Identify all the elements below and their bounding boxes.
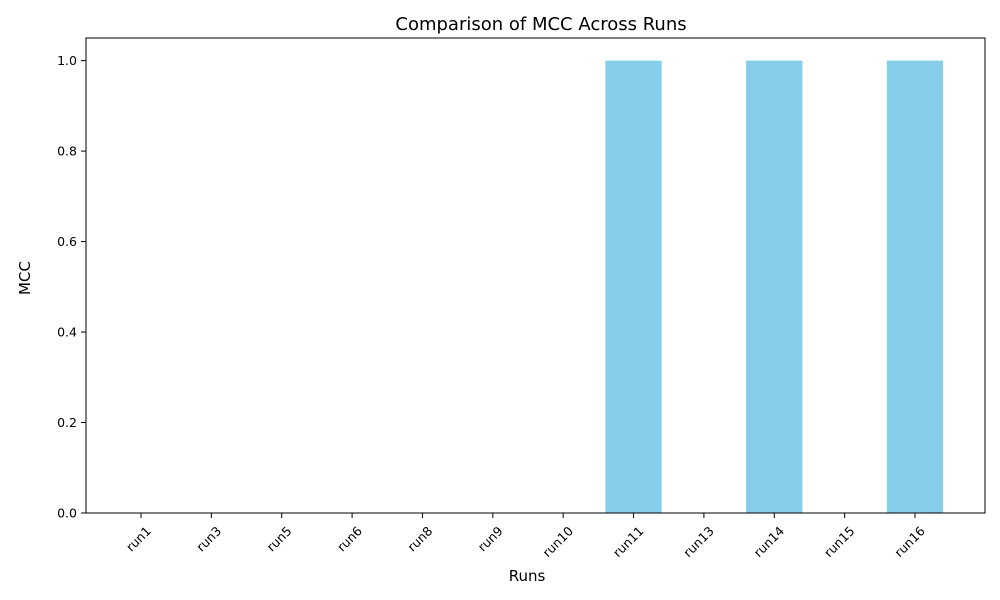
x-tick-label-run10: run10 <box>539 523 576 560</box>
x-tick-label-run3: run3 <box>193 523 224 554</box>
x-tick-label-run14: run14 <box>750 523 787 560</box>
y-tick-label: 1.0 <box>57 53 77 68</box>
plot-frame <box>85 37 986 514</box>
y-tick-label: 0.4 <box>57 325 77 340</box>
bars-group <box>605 60 944 514</box>
x-tick-label-run11: run11 <box>610 523 647 560</box>
x-axis-label: Runs <box>509 567 546 585</box>
bar-run14 <box>746 60 803 514</box>
y-axis-label: MCC <box>16 261 34 295</box>
x-tick-label-run6: run6 <box>334 523 365 554</box>
x-tick-label-run15: run15 <box>821 523 858 560</box>
x-axis: run1 run3 run5 run6 run8 run9 run10 run11 run13 r… <box>123 513 928 560</box>
x-tick-label-run8: run8 <box>404 523 435 554</box>
y-tick-label: 0.2 <box>57 415 77 430</box>
y-axis: 0.0 0.2 0.4 0.6 0.8 1.0 <box>57 53 86 521</box>
bar-run16 <box>886 60 944 514</box>
x-tick-label-run5: run5 <box>264 523 295 554</box>
y-tick-label: 0.0 <box>57 506 77 521</box>
bar-run11 <box>605 60 662 514</box>
x-tick-label-run1: run1 <box>123 523 154 554</box>
y-tick-label: 0.6 <box>57 234 77 249</box>
x-tick-label-run16: run16 <box>891 523 928 560</box>
chart-title: Comparison of MCC Across Runs <box>395 14 686 35</box>
x-tick-label-run9: run9 <box>475 523 506 554</box>
x-tick-label-run13: run13 <box>680 523 717 560</box>
y-tick-label: 0.8 <box>57 144 77 159</box>
